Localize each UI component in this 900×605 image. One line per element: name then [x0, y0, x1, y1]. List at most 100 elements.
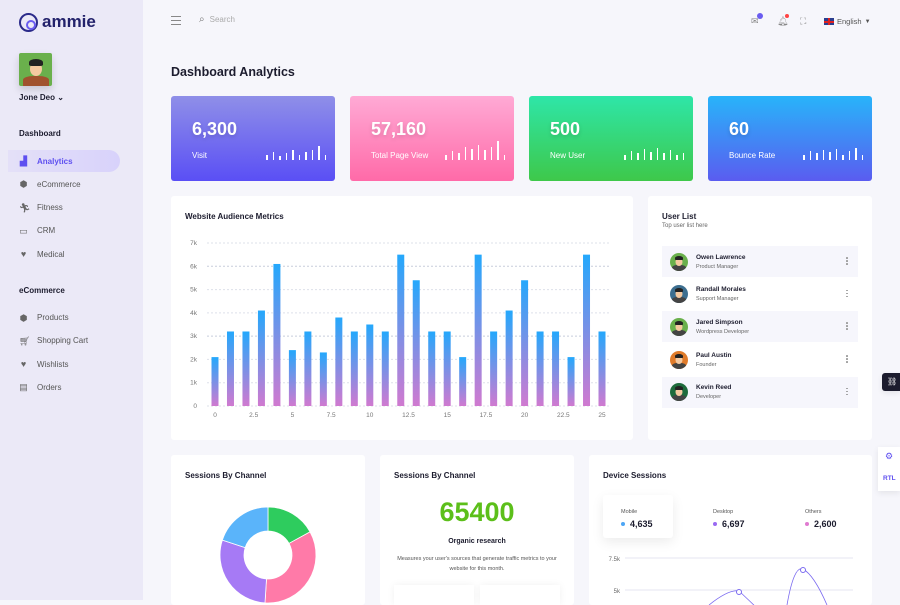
- bar[interactable]: [273, 263, 281, 406]
- spark-bar: [324, 154, 326, 160]
- language-label: English: [837, 17, 862, 26]
- sidebar-item-label: Products: [37, 313, 69, 322]
- bell-icon[interactable]: 🔔︎: [777, 14, 790, 26]
- bar[interactable]: [490, 331, 498, 406]
- spark-bar: [682, 153, 684, 160]
- donut-slice[interactable]: [221, 506, 269, 549]
- sidebar-item-wishlists[interactable]: ♥ Wishlists: [8, 353, 120, 375]
- device-label: Mobile: [621, 509, 638, 515]
- bar[interactable]: [536, 331, 544, 406]
- sessions-donut-chart: [219, 506, 317, 604]
- bar[interactable]: [598, 331, 606, 406]
- user-name: Owen Lawrence: [696, 253, 746, 261]
- device-line-chart: 7.5k 5k: [609, 557, 853, 605]
- bar[interactable]: [319, 352, 327, 406]
- bar[interactable]: [474, 254, 482, 406]
- more-options-icon[interactable]: [846, 322, 848, 331]
- spark-bar: [471, 149, 473, 160]
- spark-bar: [266, 154, 268, 160]
- sidebar-item-ecommerce[interactable]: ⬢ eCommerce: [8, 173, 120, 195]
- sidebar-item-crm[interactable]: ▭ CRM: [8, 220, 120, 242]
- user-menu[interactable]: Jone Deo ⌄: [19, 93, 64, 102]
- language-select[interactable]: English ▼: [824, 17, 871, 26]
- legend-dot-icon: [621, 522, 625, 526]
- search-input[interactable]: ⌕ Search: [199, 14, 235, 25]
- fullscreen-icon[interactable]: ⛶: [800, 16, 807, 26]
- spark-bar: [637, 153, 639, 160]
- box-icon: ⬢: [19, 179, 28, 190]
- sidebar-item-fitness[interactable]: 🏃︎ Fitness: [8, 197, 120, 219]
- user-role: Founder: [696, 361, 717, 368]
- bar[interactable]: [567, 357, 575, 406]
- user-list-item[interactable]: Owen Lawrence Product Manager: [662, 246, 858, 277]
- more-options-icon[interactable]: [846, 289, 848, 299]
- user-list-item[interactable]: Randall Morales Support Manager: [662, 279, 858, 310]
- bar[interactable]: [521, 280, 529, 406]
- bar[interactable]: [242, 331, 250, 406]
- sidebar-item-label: Fitness: [37, 203, 63, 213]
- brand-logo[interactable]: ammie: [19, 12, 96, 32]
- more-options-icon[interactable]: [846, 355, 848, 364]
- sparkline: [624, 134, 684, 160]
- bar[interactable]: [505, 310, 513, 406]
- spark-bar: [656, 147, 658, 160]
- avatar[interactable]: [19, 53, 52, 86]
- bar[interactable]: [412, 280, 420, 406]
- x-tick-label: 5: [291, 412, 295, 419]
- spark-bar: [285, 153, 287, 160]
- more-options-icon[interactable]: [846, 257, 848, 266]
- sub-stat-box: [394, 585, 474, 605]
- heartbeat-icon: ♥: [20, 249, 27, 260]
- bar[interactable]: [226, 331, 234, 406]
- spark-bar: [624, 154, 626, 160]
- sidebar-item-analytics[interactable]: ▟ Analytics: [8, 150, 120, 172]
- donut-slice[interactable]: [264, 531, 317, 604]
- link-tool-button[interactable]: ⛓: [882, 373, 900, 391]
- bar[interactable]: [366, 324, 374, 407]
- gear-icon[interactable]: ⚙: [885, 451, 894, 461]
- spark-bar: [272, 152, 274, 160]
- rtl-button[interactable]: RTL: [883, 475, 896, 482]
- bar[interactable]: [304, 331, 312, 406]
- bar[interactable]: [350, 331, 358, 406]
- user-list-item[interactable]: Kevin Reed Developer: [662, 376, 858, 408]
- bar[interactable]: [257, 310, 265, 406]
- spark-bar: [835, 149, 837, 160]
- spark-bar: [451, 151, 453, 160]
- sidebar-item-products[interactable]: ⬢ Products: [8, 307, 120, 329]
- bar[interactable]: [552, 331, 560, 406]
- bar[interactable]: [335, 317, 343, 406]
- sidebar-item-shopping-cart[interactable]: 🛒︎ Shopping Cart: [8, 330, 120, 352]
- spark-bar: [650, 152, 652, 160]
- sidebar-item-medical[interactable]: ♥ Medical: [8, 243, 120, 265]
- sparkline: [445, 134, 505, 160]
- spark-bar: [643, 149, 645, 160]
- user-list-item[interactable]: Paul Austin Founder: [662, 344, 858, 375]
- bar[interactable]: [443, 331, 451, 406]
- spark-bar: [861, 154, 863, 160]
- spark-bar: [842, 154, 844, 160]
- donut-slice[interactable]: [219, 539, 267, 604]
- bar[interactable]: [381, 331, 389, 406]
- sidebar-item-orders[interactable]: ▤ Orders: [8, 376, 120, 398]
- mail-icon[interactable]: ✉: [751, 13, 763, 27]
- user-name: Jared Simpson: [696, 318, 743, 326]
- bar[interactable]: [397, 254, 405, 406]
- stat-card: 500 New User: [529, 96, 693, 181]
- bar[interactable]: [459, 357, 467, 406]
- spark-bar: [464, 146, 466, 160]
- menu-toggle-icon[interactable]: [171, 16, 181, 25]
- device-stat: Desktop 6,697: [695, 495, 765, 538]
- user-list-item[interactable]: Jared Simpson Wordpress Developer: [662, 311, 858, 343]
- bar[interactable]: [211, 357, 219, 406]
- logo-icon: [19, 12, 38, 32]
- spark-bar: [855, 147, 857, 160]
- bar[interactable]: [583, 254, 591, 406]
- avatar: [670, 383, 688, 402]
- sidebar-item-label: eCommerce: [37, 179, 81, 189]
- more-options-icon[interactable]: [846, 387, 848, 397]
- bar[interactable]: [428, 331, 436, 406]
- bar[interactable]: [288, 350, 296, 406]
- box-icon: ⬢: [19, 312, 28, 323]
- sidebar-item-label: Medical: [37, 249, 65, 259]
